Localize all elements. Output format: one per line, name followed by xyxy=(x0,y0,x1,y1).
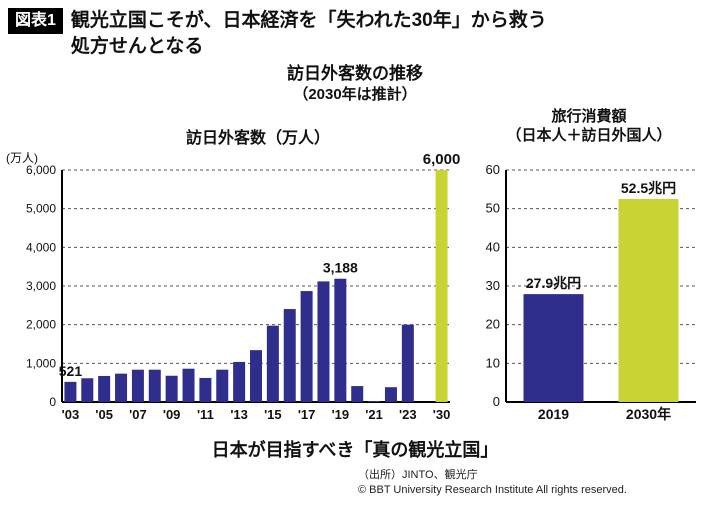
y-tick-label: 6,000 xyxy=(26,163,56,177)
bar-value-label: 27.9兆円 xyxy=(526,275,581,291)
travel-spending-chart-title: 旅行消費額 （日本人＋訪日外国人） xyxy=(470,107,708,146)
bar xyxy=(64,381,77,402)
x-tick-label: '05 xyxy=(95,407,113,422)
x-tick-label: '19 xyxy=(332,407,350,422)
x-tick-label: '09 xyxy=(163,407,181,422)
y-tick-label: 4,000 xyxy=(26,240,56,254)
travel-spending-title-line2: （日本人＋訪日外国人） xyxy=(506,127,672,145)
bar xyxy=(182,368,195,402)
bar xyxy=(618,198,679,402)
x-tick-label: '15 xyxy=(264,407,282,422)
y-tick-label: 1,000 xyxy=(26,356,56,370)
bar xyxy=(368,400,381,402)
visitor-arrivals-bar-chart: 01,0002,0003,0004,0005,0006,000(万人)'03'0… xyxy=(6,151,461,422)
chart-subtitle-line1: 訪日外客数の推移 xyxy=(287,64,423,84)
x-tick-label: '17 xyxy=(298,407,316,422)
x-tick-label: '30 xyxy=(433,407,451,422)
x-tick-label: '07 xyxy=(129,407,147,422)
bar xyxy=(317,281,330,402)
bar-value-label: 52.5兆円 xyxy=(621,180,676,196)
x-tick-label: 2019 xyxy=(538,406,569,422)
y-tick-label: 30 xyxy=(486,278,500,293)
bar xyxy=(148,369,161,402)
bar xyxy=(98,375,111,402)
copyright-line: © BBT University Research Institute All … xyxy=(358,484,627,497)
y-tick-label: 2,000 xyxy=(26,318,56,332)
bar xyxy=(384,387,397,402)
chart-subtitle: 訪日外客数の推移 （2030年は推計） xyxy=(0,63,710,105)
y-tick-label: 10 xyxy=(486,355,500,370)
y-tick-label: 0 xyxy=(493,394,500,409)
x-tick-label: '03 xyxy=(62,407,80,422)
source-line: （出所）JINTO、観光庁 xyxy=(358,468,478,481)
bar xyxy=(334,278,347,402)
x-tick-label: 2030年 xyxy=(626,406,671,422)
y-tick-label: 5,000 xyxy=(26,202,56,216)
y-tick-label: 50 xyxy=(486,201,500,216)
x-tick-label: '11 xyxy=(197,407,214,422)
visitor-arrivals-chart-title: 訪日外客数（万人） xyxy=(185,129,330,147)
figure-title: 観光立国こそが、日本経済を「失われた30年」から救う 処方せんとなる xyxy=(71,8,547,59)
bottom-slogan: 日本が目指すべき「真の観光立国」 xyxy=(211,439,499,460)
chart-subtitle-line2: （2030年は推計） xyxy=(293,86,417,104)
y-tick-label: 40 xyxy=(486,239,500,254)
bar xyxy=(216,369,229,402)
travel-spending-title-line1: 旅行消費額 xyxy=(551,107,627,125)
y-tick-label: 60 xyxy=(486,162,500,177)
bar-value-label: 6,000 xyxy=(423,151,461,168)
x-tick-label: '13 xyxy=(230,407,248,422)
figure-title-line2: 処方せんとなる xyxy=(70,35,204,57)
travel-spending-chart-panel: 旅行消費額 （日本人＋訪日外国人） 0 10 20 30 40 50 60 2019 2030年… xyxy=(470,107,708,424)
y-axis-unit-label: (万人) xyxy=(6,151,38,165)
bar xyxy=(131,369,144,402)
bar xyxy=(233,361,246,402)
figure-header: 図表1 観光立国こそが、日本経済を「失われた30年」から救う 処方せんとなる xyxy=(0,0,710,59)
source-block: （出所）JINTO、観光庁 © BBT University Research … xyxy=(358,468,710,499)
bar xyxy=(351,385,364,402)
bar xyxy=(401,324,414,402)
bar xyxy=(435,169,448,402)
y-tick-label: 0 xyxy=(49,395,56,409)
bar-value-label: 521 xyxy=(59,363,83,379)
y-tick-label: 3,000 xyxy=(26,279,56,293)
figure-title-line1: 観光立国こそが、日本経済を「失われた30年」から救う xyxy=(70,10,547,31)
bar xyxy=(199,377,212,402)
bar xyxy=(523,293,584,402)
bar xyxy=(250,350,262,402)
bar xyxy=(165,375,178,402)
visitor-arrivals-chart-panel: 訪日外客数（万人） 0 1,000 2,000 3,000 4,000 5,000 6,00… xyxy=(6,124,461,424)
bar xyxy=(283,308,296,402)
bar xyxy=(266,325,279,402)
bar xyxy=(115,373,128,402)
bar xyxy=(300,290,313,402)
x-tick-label: '21 xyxy=(365,407,383,422)
bar xyxy=(81,378,94,402)
figure-number-badge: 図表1 xyxy=(8,8,63,34)
charts-row: 訪日外客数（万人） 0 1,000 2,000 3,000 4,000 5,000 6,00… xyxy=(0,107,710,424)
x-tick-label: '23 xyxy=(399,407,417,422)
y-tick-label: 20 xyxy=(486,317,500,332)
bar-value-label: 3,188 xyxy=(323,260,358,276)
travel-spending-bar-chart: 0 10 20 30 40 50 60 2019 2030年 27.9兆円 52.5兆円 xyxy=(486,162,696,422)
